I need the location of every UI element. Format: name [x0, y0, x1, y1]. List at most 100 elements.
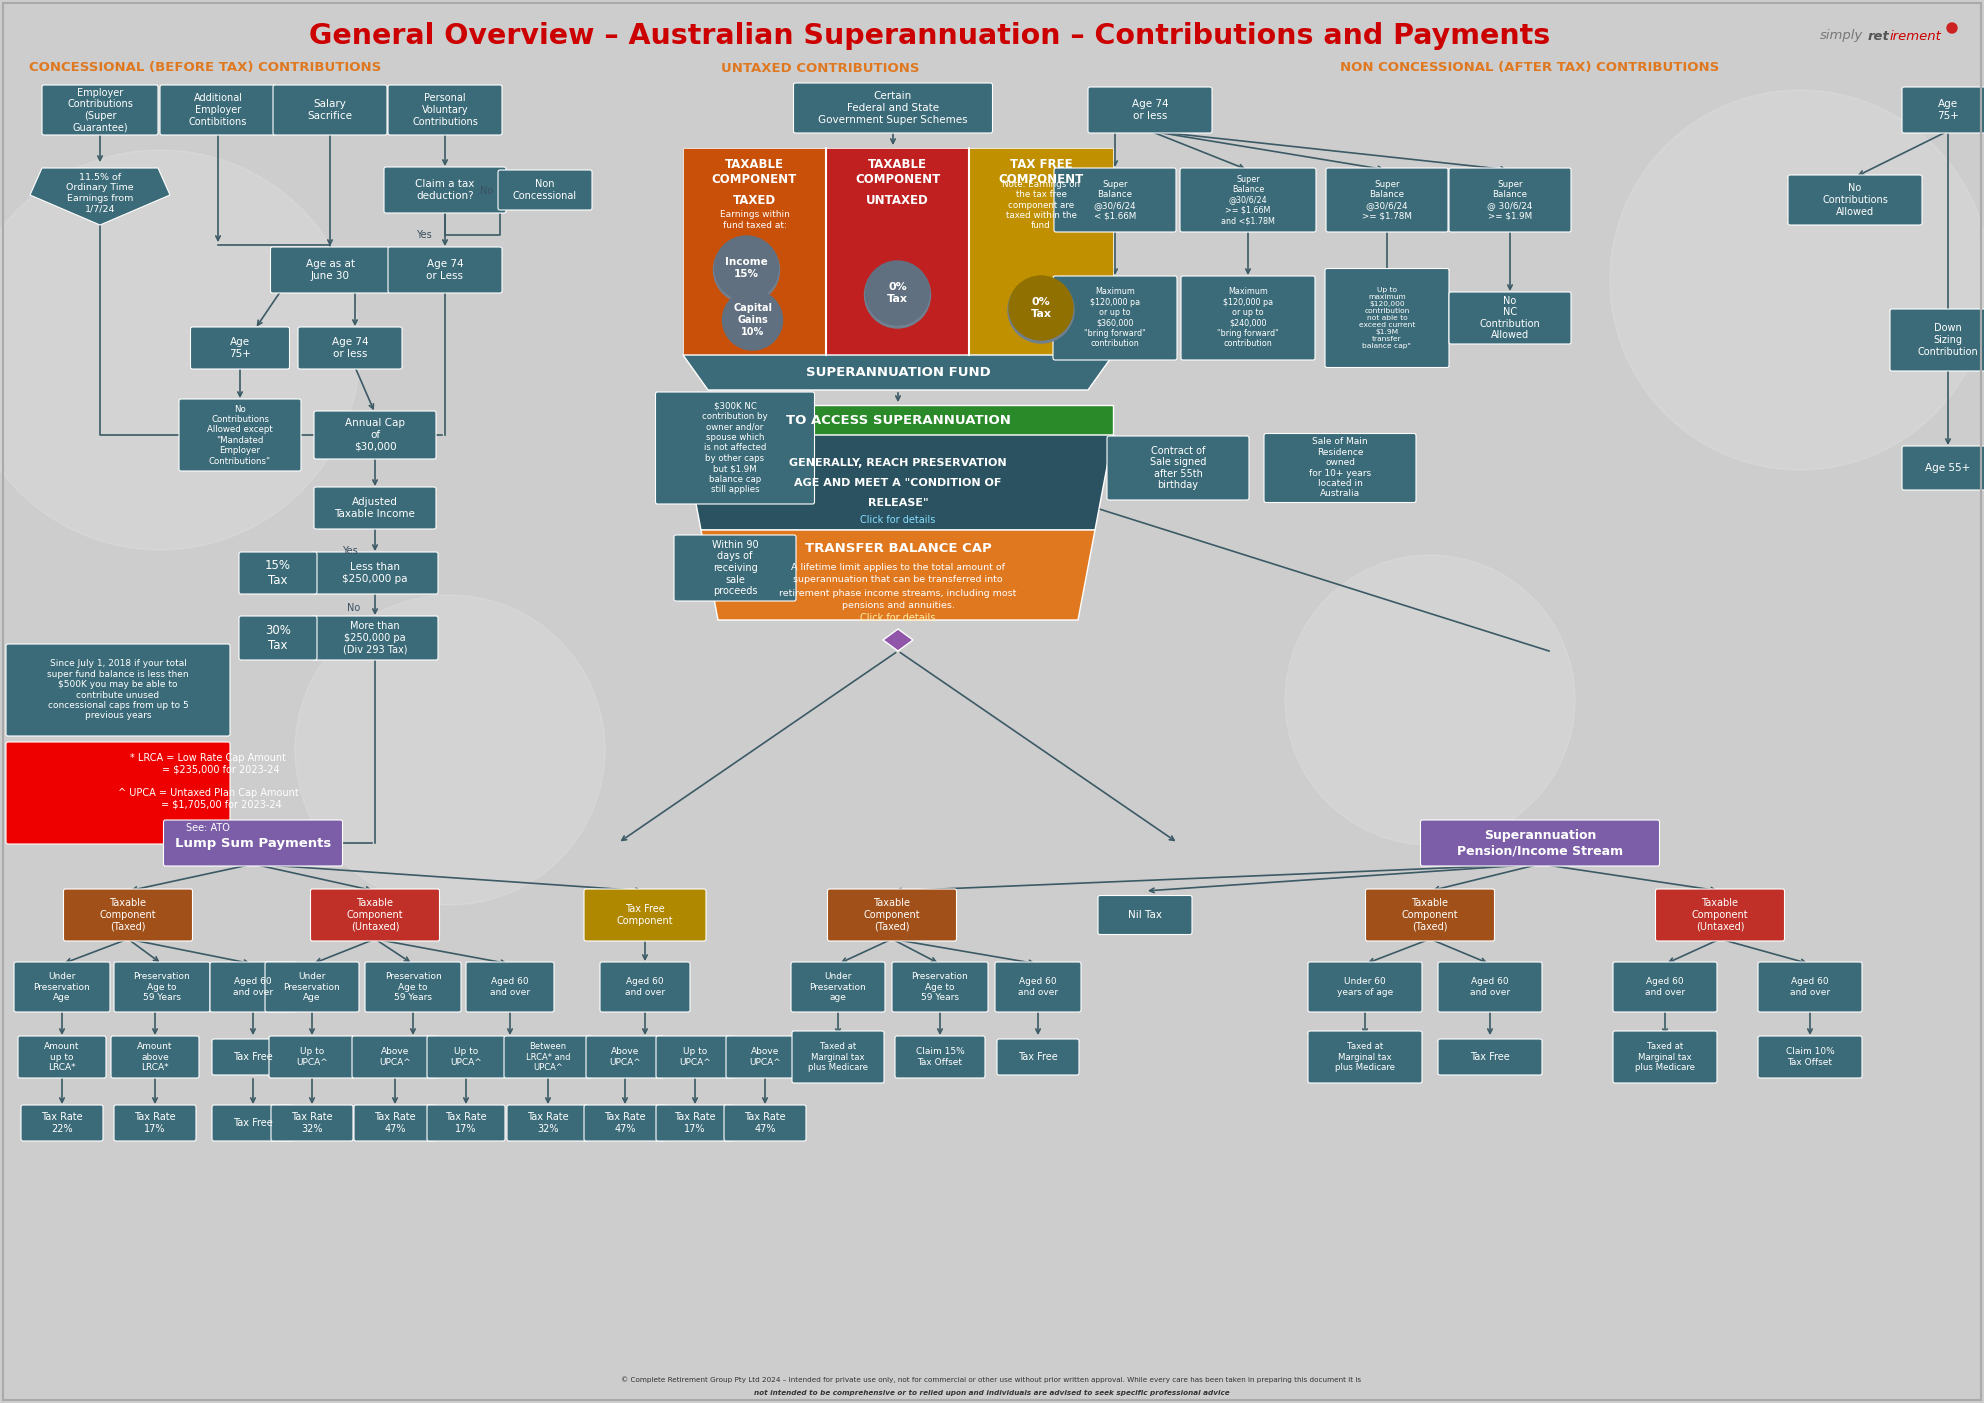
FancyBboxPatch shape [190, 327, 290, 369]
FancyBboxPatch shape [675, 535, 796, 600]
FancyBboxPatch shape [6, 644, 230, 737]
Text: Annual Cap
of
$30,000: Annual Cap of $30,000 [345, 418, 405, 452]
Text: Employer
Contributions
(Super
Guarantee): Employer Contributions (Super Guarantee) [67, 87, 133, 132]
FancyBboxPatch shape [311, 551, 438, 593]
Text: Tax Free: Tax Free [1470, 1052, 1510, 1062]
Text: Click for details: Click for details [861, 515, 936, 525]
Polygon shape [700, 530, 1095, 620]
FancyBboxPatch shape [266, 962, 359, 1012]
Text: Taxed at
Marginal tax
plus Medicare: Taxed at Marginal tax plus Medicare [1635, 1042, 1694, 1072]
Text: No: No [347, 603, 359, 613]
Text: Tax Rate
32%: Tax Rate 32% [528, 1113, 569, 1134]
Text: Age as at
June 30: Age as at June 30 [306, 260, 355, 281]
FancyBboxPatch shape [1448, 292, 1571, 344]
Text: Aged 60
and over: Aged 60 and over [232, 978, 274, 996]
Text: Preservation
Age to
59 Years: Preservation Age to 59 Years [385, 972, 440, 1002]
Text: Superannuation
Pension/Income Stream: Superannuation Pension/Income Stream [1456, 829, 1623, 857]
Text: Up to
UPCA^: Up to UPCA^ [679, 1047, 710, 1066]
Text: Super
Balance
@30/6/24
>= $1.78M: Super Balance @30/6/24 >= $1.78M [1363, 180, 1413, 220]
FancyBboxPatch shape [1365, 890, 1494, 941]
FancyBboxPatch shape [498, 170, 591, 210]
Text: Up to
maximum
$120,000
contribution
not able to
exceed current
$1.9M
transfer
ba: Up to maximum $120,000 contribution not … [1359, 288, 1415, 349]
FancyBboxPatch shape [311, 616, 438, 659]
Circle shape [722, 290, 782, 349]
Text: Age
75+: Age 75+ [228, 337, 250, 359]
FancyBboxPatch shape [298, 327, 403, 369]
Text: Under 60
years of age: Under 60 years of age [1337, 978, 1393, 996]
Text: Lump Sum Payments: Lump Sum Payments [175, 836, 331, 849]
Text: TO ACCESS SUPERANNUATION: TO ACCESS SUPERANNUATION [786, 414, 1010, 427]
FancyBboxPatch shape [212, 1106, 294, 1141]
FancyBboxPatch shape [1180, 276, 1315, 361]
Text: pensions and annuities.: pensions and annuities. [841, 600, 954, 609]
FancyBboxPatch shape [893, 962, 988, 1012]
Text: No
Contributions
Allowed except
"Mandated
Employer
Contributions": No Contributions Allowed except "Mandate… [206, 404, 274, 466]
FancyBboxPatch shape [657, 1106, 734, 1141]
Text: AGE AND MEET A "CONDITION OF: AGE AND MEET A "CONDITION OF [794, 478, 1002, 488]
FancyBboxPatch shape [1903, 87, 1984, 133]
FancyBboxPatch shape [313, 411, 436, 459]
FancyBboxPatch shape [1087, 87, 1212, 133]
FancyBboxPatch shape [1448, 168, 1571, 231]
Circle shape [1008, 276, 1073, 342]
Text: Tax Rate
17%: Tax Rate 17% [675, 1113, 716, 1134]
Text: Additional
Employer
Contibitions: Additional Employer Contibitions [188, 94, 248, 126]
Text: Tax Free: Tax Free [234, 1118, 274, 1128]
Text: Age 74
or Less: Age 74 or Less [427, 260, 464, 281]
Text: $300K NC
contribution by
owner and/or
spouse which
is not affected
by other caps: $300K NC contribution by owner and/or sp… [702, 401, 768, 494]
FancyBboxPatch shape [827, 890, 956, 941]
FancyBboxPatch shape [238, 551, 317, 593]
Text: Preservation
Age to
59 Years: Preservation Age to 59 Years [133, 972, 190, 1002]
Text: Tax Free
Component: Tax Free Component [617, 904, 673, 926]
Text: No
NC
Contribution
Allowed: No NC Contribution Allowed [1480, 296, 1540, 341]
FancyBboxPatch shape [311, 890, 440, 941]
Polygon shape [883, 629, 913, 651]
FancyBboxPatch shape [1307, 962, 1423, 1012]
Text: Super
Balance
@ 30/6/24
>= $1.9M: Super Balance @ 30/6/24 >= $1.9M [1488, 180, 1534, 220]
Circle shape [1286, 556, 1575, 845]
Text: 15%
Tax: 15% Tax [266, 558, 292, 586]
Text: Super
Balance
@30/6/24
< $1.66M: Super Balance @30/6/24 < $1.66M [1093, 180, 1137, 220]
Text: Aged 60
and over: Aged 60 and over [625, 978, 665, 996]
FancyBboxPatch shape [385, 167, 506, 213]
Text: Taxable
Component
(Untaxed): Taxable Component (Untaxed) [347, 898, 403, 932]
FancyBboxPatch shape [1613, 1031, 1716, 1083]
FancyBboxPatch shape [1054, 168, 1177, 231]
FancyBboxPatch shape [113, 1106, 196, 1141]
Text: 0%
Tax: 0% Tax [887, 282, 909, 304]
FancyBboxPatch shape [792, 962, 885, 1012]
Text: Super
Balance
@30/6/24
>= $1.66M
and <$1.78M: Super Balance @30/6/24 >= $1.66M and <$1… [1220, 175, 1276, 226]
Text: Age 74
or less: Age 74 or less [1131, 100, 1169, 121]
FancyBboxPatch shape [1891, 309, 1984, 370]
FancyBboxPatch shape [163, 819, 343, 866]
FancyBboxPatch shape [655, 391, 815, 504]
FancyBboxPatch shape [1788, 175, 1922, 224]
FancyBboxPatch shape [365, 962, 460, 1012]
Text: Capital
Gains
10%: Capital Gains 10% [732, 303, 772, 337]
Text: Claim a tax
deduction?: Claim a tax deduction? [415, 180, 474, 201]
Text: Earnings within
fund taxed at:: Earnings within fund taxed at: [720, 210, 790, 230]
FancyBboxPatch shape [825, 147, 968, 355]
FancyBboxPatch shape [353, 1106, 436, 1141]
Text: not intended to be comprehensive or to relied upon and individuals are advised t: not intended to be comprehensive or to r… [754, 1390, 1230, 1396]
Text: General Overview – Australian Superannuation – Contributions and Payments: General Overview – Australian Superannua… [310, 22, 1551, 51]
Text: Age 74
or less: Age 74 or less [331, 337, 369, 359]
FancyBboxPatch shape [466, 962, 554, 1012]
Text: Taxed at
Marginal tax
plus Medicare: Taxed at Marginal tax plus Medicare [807, 1042, 869, 1072]
FancyBboxPatch shape [14, 962, 109, 1012]
Text: Income
15%: Income 15% [724, 257, 768, 279]
FancyBboxPatch shape [1438, 1040, 1542, 1075]
Text: Personal
Voluntary
Contributions: Personal Voluntary Contributions [413, 94, 478, 126]
FancyBboxPatch shape [111, 1035, 198, 1078]
FancyBboxPatch shape [427, 1106, 506, 1141]
Circle shape [1946, 22, 1956, 34]
Text: Taxable
Component
(Taxed): Taxable Component (Taxed) [99, 898, 157, 932]
FancyBboxPatch shape [1107, 436, 1250, 499]
FancyBboxPatch shape [1421, 819, 1659, 866]
Text: Non
Concessional: Non Concessional [514, 180, 577, 201]
Circle shape [714, 236, 778, 300]
FancyBboxPatch shape [794, 83, 992, 133]
Text: Down
Sizing
Contribution: Down Sizing Contribution [1919, 324, 1978, 356]
Text: Certain
Federal and State
Government Super Schemes: Certain Federal and State Government Sup… [817, 91, 968, 125]
Text: irement: irement [1891, 29, 1942, 42]
